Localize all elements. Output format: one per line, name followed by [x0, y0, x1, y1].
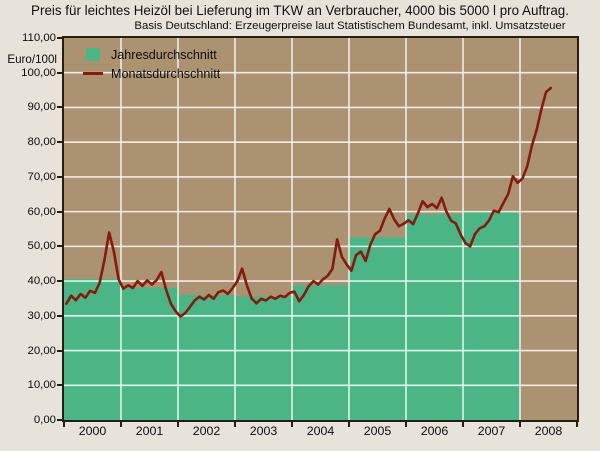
- annual-average-bar-2006: [406, 214, 463, 420]
- y-tick-label: 30,00: [27, 309, 56, 322]
- y-tick-label: 50,00: [27, 240, 56, 253]
- x-tick-label-2003: 2003: [249, 424, 278, 438]
- y-tick: [57, 37, 62, 39]
- annual-average-bar-2001: [121, 287, 178, 420]
- x-tick: [120, 422, 122, 427]
- x-tick: [291, 422, 293, 427]
- y-tick: [57, 419, 62, 421]
- y-tick-label: 70,00: [27, 170, 56, 183]
- x-tick: [177, 422, 179, 427]
- y-tick-label: 10,00: [27, 379, 56, 392]
- y-tick: [57, 210, 62, 213]
- y-axis-unit-label: Euro/100l: [7, 53, 57, 66]
- legend: Jahresdurchschnitt Monatsdurchschnitt: [83, 45, 221, 83]
- y-tick-label: 0,00: [33, 414, 56, 426]
- annual-average-bar-2002: [178, 294, 235, 420]
- chart-subtitle: Basis Deutschland: Erzeugerpreise laut S…: [134, 20, 566, 32]
- x-tick: [234, 422, 236, 427]
- monthly-average-swatch: [83, 72, 103, 75]
- y-tick-label: 20,00: [27, 344, 56, 357]
- x-tick: [405, 422, 407, 427]
- x-tick-label-2002: 2002: [192, 424, 221, 438]
- y-tick: [57, 175, 62, 178]
- y-tick-label: 60,00: [27, 205, 56, 218]
- plot-svg: [64, 38, 577, 420]
- annual-average-swatch: [86, 48, 100, 61]
- x-tick-label-2005: 2005: [363, 424, 392, 438]
- y-tick: [57, 349, 62, 352]
- y-tick: [57, 280, 62, 283]
- y-tick: [57, 245, 62, 248]
- y-tick: [57, 71, 62, 74]
- x-tick-label-2000: 2000: [78, 424, 107, 438]
- y-tick: [57, 141, 62, 144]
- x-tick: [576, 422, 578, 427]
- monthly-average-line: [65, 86, 553, 318]
- x-tick-label-2007: 2007: [477, 424, 506, 438]
- annual-average-bar-2000: [64, 279, 121, 420]
- annual-average-bar-2004: [292, 285, 349, 420]
- plot-area: Jahresdurchschnitt Monatsdurchschnitt: [62, 36, 579, 422]
- x-tick-label-2004: 2004: [306, 424, 335, 438]
- annual-average-bar-2003: [235, 296, 292, 420]
- chart-title: Preis für leichtes Heizöl bei Lieferung …: [31, 3, 569, 18]
- annual-average-bar-2005: [349, 237, 406, 420]
- legend-item-monthly: Monatsdurchschnitt: [83, 64, 221, 83]
- legend-item-annual: Jahresdurchschnitt: [86, 45, 220, 64]
- y-tick: [57, 314, 62, 317]
- x-tick: [348, 422, 350, 427]
- y-tick-label: 80,00: [27, 136, 56, 149]
- legend-label-annual: Jahresdurchschnitt: [111, 47, 217, 62]
- y-tick-label: 100,00: [21, 66, 56, 79]
- legend-label-monthly: Monatsdurchschnitt: [111, 66, 221, 81]
- y-tick: [57, 106, 62, 109]
- x-tick-label-2008: 2008: [534, 424, 563, 438]
- x-tick: [462, 422, 464, 427]
- y-tick-label: 40,00: [27, 275, 56, 288]
- y-tick-label: 110,00: [22, 32, 56, 44]
- y-tick-label: 90,00: [27, 101, 56, 114]
- x-tick-label-2001: 2001: [135, 424, 164, 438]
- x-tick: [519, 422, 521, 427]
- y-tick: [57, 384, 62, 387]
- x-tick: [63, 422, 65, 427]
- x-tick-label-2006: 2006: [420, 424, 449, 438]
